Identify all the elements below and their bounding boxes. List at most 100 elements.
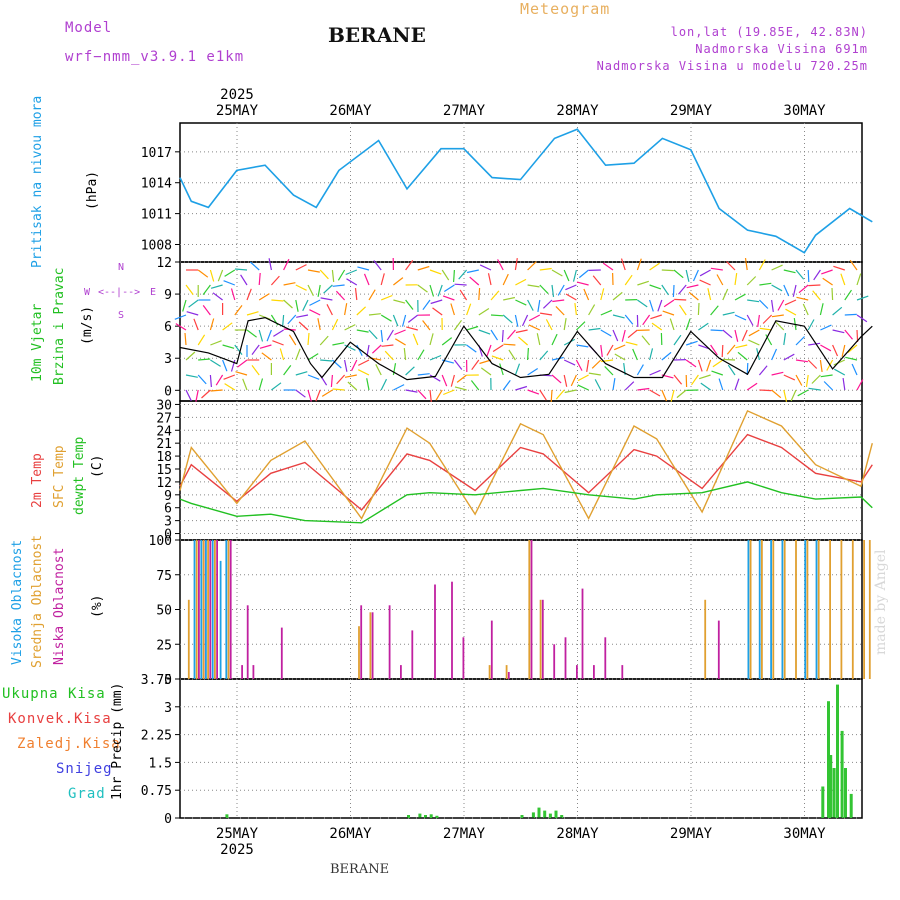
wind-arrow: [478, 329, 491, 335]
wind-arrow: [679, 304, 687, 316]
wind-arrow: [373, 260, 382, 271]
wind-arrow: [807, 359, 818, 369]
wind-arrow: [266, 329, 272, 342]
precip-bar: [537, 807, 541, 818]
wind-arrow: [380, 329, 384, 342]
wind-arrow: [576, 281, 589, 286]
cloud-high-bar: [770, 540, 772, 679]
precip-bar: [407, 815, 410, 818]
wind-arrow: [796, 296, 809, 301]
wind-arrow: [612, 378, 616, 391]
wind-arrow: [651, 322, 663, 331]
wind-arrow: [347, 381, 358, 391]
wind-arrow: [528, 314, 541, 322]
wind-arrow: [514, 363, 521, 376]
wind-arrow: [856, 314, 868, 323]
wind-arrow: [283, 258, 290, 271]
wind-arrow: [197, 374, 207, 385]
wind-arrow: [429, 284, 435, 297]
wind-arrow: [298, 321, 309, 331]
precip-bar: [849, 793, 853, 818]
wind-arrow: [572, 269, 577, 282]
wind-arrow: [222, 344, 235, 349]
wind-arrow: [527, 367, 539, 376]
wind-arrow: [405, 259, 414, 271]
wind-arrow: [820, 344, 832, 352]
wind-arrow: [209, 269, 215, 282]
wind-arrow: [819, 303, 824, 316]
day-label-top-3: 28MAY: [556, 103, 599, 119]
wind-arrow: [453, 359, 463, 370]
day-label-top-0: 25MAY: [216, 103, 259, 119]
wind-arrow: [528, 324, 541, 331]
wind-arrow: [249, 261, 260, 271]
wind-arrow: [748, 329, 760, 337]
wind-arrow: [771, 389, 782, 399]
wind-arrow: [726, 344, 736, 355]
precip-bar: [554, 810, 558, 818]
wind-arrow: [490, 314, 504, 317]
ytick-label-4-5: 3.75: [141, 673, 172, 688]
wind-arrow: [741, 329, 748, 342]
wind-arrow: [307, 353, 319, 361]
ytick-label-2-2: 6: [164, 502, 172, 517]
cloud-low-bar: [593, 665, 595, 679]
ytick-label-4-4: 3: [164, 701, 172, 716]
wind-arrow: [202, 284, 211, 295]
wind-arrow: [697, 302, 700, 316]
wind-arrow: [185, 284, 194, 295]
wind-arrow: [224, 383, 236, 391]
wind-arrow: [490, 290, 500, 301]
wind-arrow: [380, 314, 392, 322]
wind-arrow: [856, 295, 869, 301]
wind-arrow: [555, 305, 565, 316]
wind-arrow: [515, 278, 527, 286]
wind-arrow: [783, 284, 790, 297]
precip-bar: [827, 701, 830, 818]
wind-arrow: [575, 359, 583, 371]
wind-arrow: [551, 284, 555, 297]
wind-arrow: [722, 329, 733, 339]
cloud-mid-bar: [795, 540, 797, 679]
wind-arrow: [578, 269, 589, 279]
cloud-mid-bar: [806, 540, 809, 679]
ytick-label-3-4: 100: [149, 534, 172, 549]
wind-arrow: [317, 284, 321, 297]
wind-arrow: [722, 311, 735, 316]
wind-arrow: [771, 371, 784, 376]
cloud-low-bar: [198, 540, 200, 679]
wind-arrow: [570, 374, 577, 387]
wind-arrow: [777, 299, 785, 311]
wind-arrow: [673, 374, 683, 385]
wind-arrow: [637, 299, 648, 308]
wind-arrow: [759, 282, 772, 286]
wind-arrow: [797, 389, 809, 397]
wind-arrow: [282, 314, 285, 328]
ytick-label-1-3: 9: [164, 288, 172, 303]
wind-arrow: [670, 389, 675, 402]
wind-arrow: [202, 305, 211, 316]
wind-arrow: [230, 359, 236, 372]
wind-arrow: [188, 299, 199, 308]
wind-arrow: [555, 389, 565, 400]
ytick-label-3-2: 50: [156, 604, 172, 619]
wind-arrow: [223, 374, 236, 380]
wind-arrow: [344, 303, 348, 316]
wind-arrow: [331, 318, 339, 331]
cloud-low-bar: [462, 637, 465, 679]
wind-arrow: [802, 303, 809, 316]
wind-arrow: [832, 344, 839, 357]
ytick-label-4-1: 0.75: [141, 784, 172, 799]
wind-arrow: [331, 359, 342, 369]
wind-arrow: [492, 344, 504, 353]
wind-arrow: [295, 284, 307, 291]
wind-arrow: [575, 321, 586, 331]
pressure-line: [179, 128, 873, 254]
wind-arrow: [823, 381, 834, 391]
wind-arrow: [833, 359, 846, 366]
wind-arrow: [237, 359, 248, 368]
wind-arrow: [527, 347, 529, 361]
ytick-label-2-8: 24: [156, 424, 172, 439]
precip-legend-freezing: Zaledj.Kisa: [17, 736, 121, 752]
